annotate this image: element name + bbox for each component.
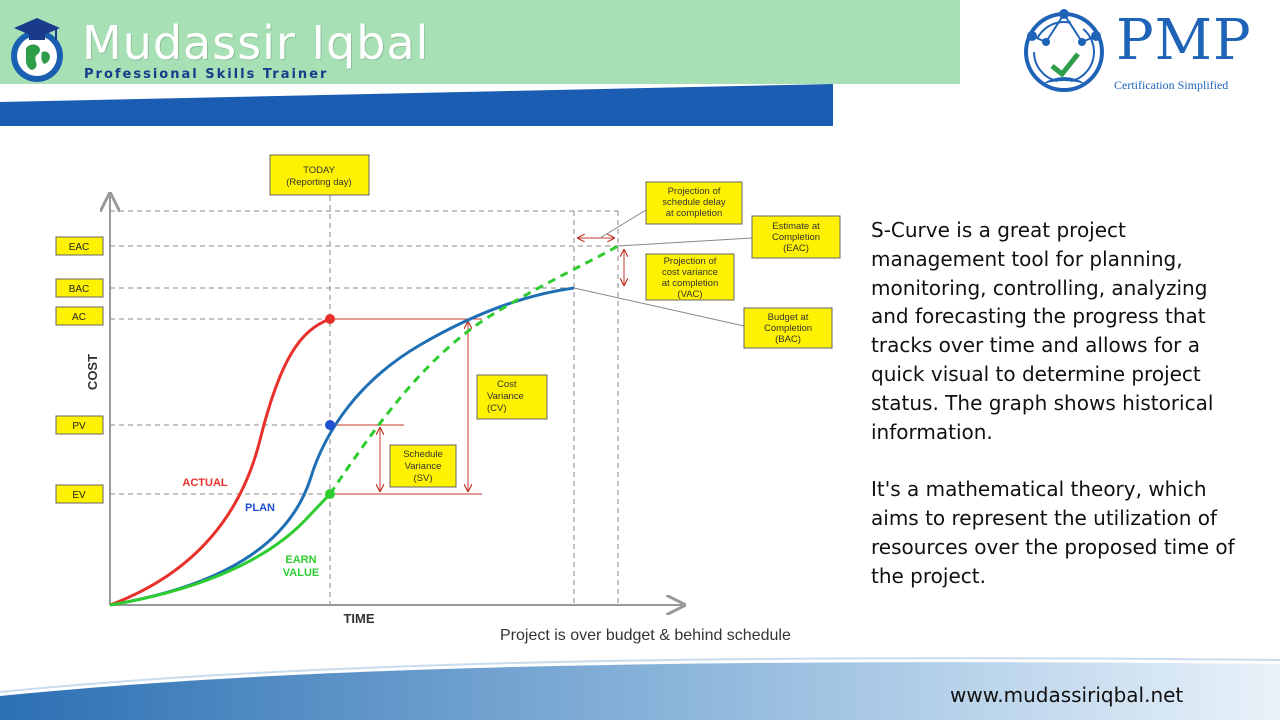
svg-text:(EAC): (EAC): [783, 243, 809, 254]
bac-callout: Budget at Completion (BAC): [743, 307, 833, 349]
svg-text:Estimate at: Estimate at: [772, 221, 820, 232]
svg-text:Schedule: Schedule: [403, 449, 443, 460]
svg-text:(BAC): (BAC): [775, 334, 801, 345]
plan-curve-label: PLAN: [245, 502, 275, 514]
svg-text:Projection of: Projection of: [668, 186, 721, 197]
svg-text:Completion: Completion: [764, 323, 812, 334]
svg-text:cost variance: cost variance: [662, 267, 718, 278]
svg-text:Variance: Variance: [405, 461, 442, 472]
x-axis-title: TIME: [343, 611, 374, 626]
guide-lines: [110, 196, 619, 605]
vac-callout: Projection of cost variance at completio…: [645, 253, 735, 301]
svg-text:(Reporting day): (Reporting day): [286, 177, 351, 188]
svg-text:BAC: BAC: [69, 284, 90, 295]
svg-text:Budget at: Budget at: [768, 312, 809, 323]
y-axis-labels: EAC BAC AC PV EV: [55, 236, 104, 504]
actual-curve-label: ACTUAL: [182, 477, 227, 489]
header-stripe: [0, 84, 833, 126]
svg-text:EV: EV: [72, 490, 86, 501]
svg-text:TODAY: TODAY: [303, 165, 336, 176]
earned-value-projection: [328, 244, 619, 495]
s-curve-diagram: TODAY (Reporting day) EAC BAC AC PV EV C…: [36, 150, 872, 655]
description-paragraph-1: S-Curve is a great project management to…: [871, 218, 1214, 444]
eac-callout: Estimate at Completion (EAC): [751, 215, 841, 259]
pv-point: [325, 420, 335, 430]
earned-value-curve: [109, 492, 332, 607]
pv-axis-box: PV: [55, 415, 104, 435]
svg-text:(VAC): (VAC): [677, 289, 702, 300]
chart-caption: Project is over budget & behind schedule: [500, 627, 791, 644]
svg-text:Cost: Cost: [497, 379, 517, 390]
svg-text:at completion: at completion: [662, 278, 719, 289]
header-banner: [0, 0, 960, 84]
pmp-title: PMP: [1116, 8, 1252, 73]
plan-curve: [109, 286, 575, 607]
svg-text:(SV): (SV): [414, 473, 433, 484]
bac-axis-box: BAC: [55, 278, 104, 298]
sv-callout: Schedule Variance (SV): [389, 444, 457, 488]
svg-text:Projection of: Projection of: [664, 256, 717, 267]
brand-name: Mudassir Iqbal: [82, 16, 430, 70]
s-curve-svg: TODAY (Reporting day) EAC BAC AC PV EV C…: [55, 154, 841, 644]
ac-point: [325, 314, 335, 324]
graduation-globe-icon: [11, 18, 63, 82]
svg-text:(CV): (CV): [487, 403, 507, 414]
actual-curve: [109, 317, 331, 607]
schedule-delay-callout: Projection of schedule delay at completi…: [645, 181, 743, 225]
eac-axis-box: EAC: [55, 236, 104, 256]
cv-callout: Cost Variance (CV): [476, 374, 548, 420]
earned-value-label-line2: VALUE: [283, 567, 319, 579]
ev-point: [325, 489, 335, 499]
brand-subtitle: Professional Skills Trainer: [84, 67, 329, 82]
svg-text:at completion: at completion: [666, 208, 723, 219]
svg-text:PV: PV: [72, 421, 86, 432]
footer-wave: [0, 657, 1280, 720]
ac-axis-box: AC: [55, 306, 104, 326]
pmp-subtitle: Certification Simplified: [1114, 78, 1229, 92]
today-label: TODAY (Reporting day): [269, 154, 370, 196]
pmp-network-logo-icon: [1024, 9, 1104, 92]
svg-text:schedule delay: schedule delay: [662, 197, 726, 208]
y-axis-title: COST: [85, 354, 100, 390]
description-paragraph-2: It's a mathematical theory, which aims t…: [871, 477, 1235, 588]
website-url[interactable]: www.mudassiriqbal.net: [950, 683, 1184, 707]
description: S-Curve is a great project management to…: [871, 216, 1251, 620]
svg-text:Variance: Variance: [487, 391, 524, 402]
svg-text:EAC: EAC: [69, 242, 90, 253]
ev-axis-box: EV: [55, 484, 104, 504]
earned-value-label-line1: EARN: [285, 554, 316, 566]
svg-text:Completion: Completion: [772, 232, 820, 243]
svg-text:AC: AC: [72, 312, 86, 323]
